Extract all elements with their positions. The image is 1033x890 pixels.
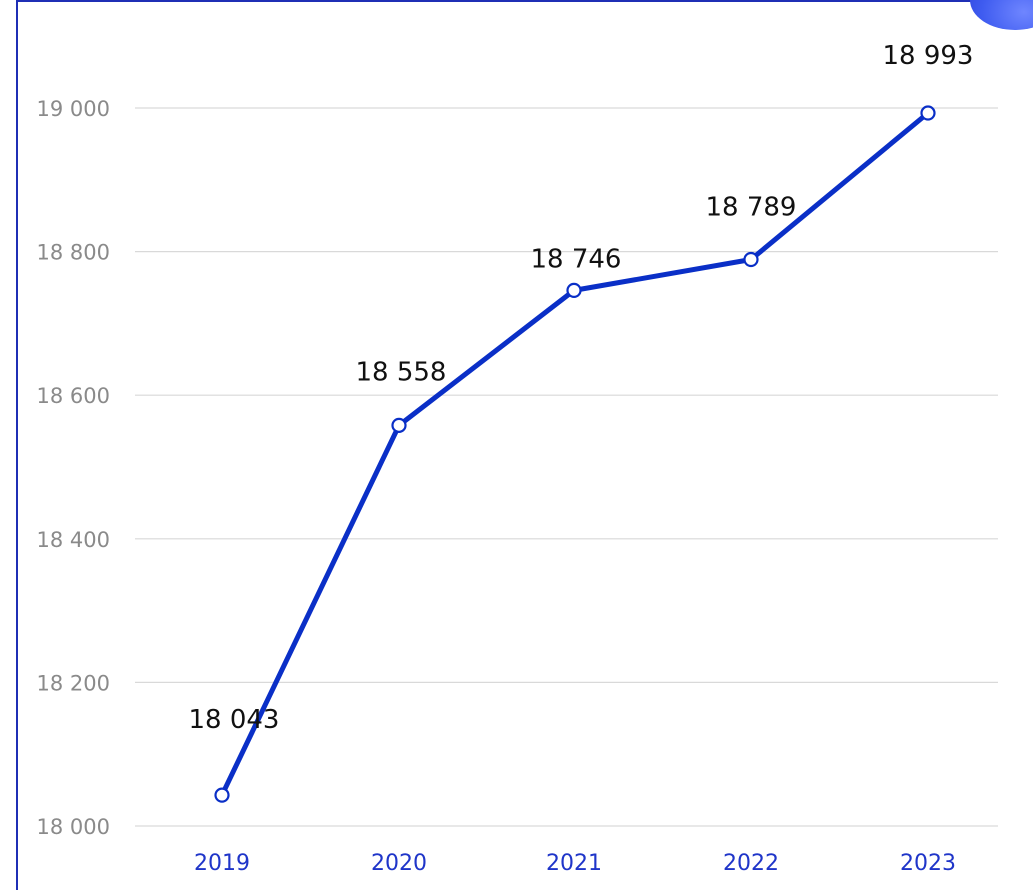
chart-frame [16,0,1033,890]
y-tick-label: 18 000 [37,815,110,839]
x-tick-label: 2019 [194,851,250,876]
y-tick-label: 18 400 [37,528,110,552]
data-point-2023 [920,105,936,121]
data-point-2020 [391,417,407,433]
y-tick-label: 18 200 [37,671,110,695]
data-point-2019 [214,787,230,803]
y-axis-ticks: 18 000 18 200 18 400 18 600 18 800 19 000 [37,97,110,839]
x-tick-label: 2022 [723,851,779,876]
x-tick-label: 2023 [900,851,956,876]
y-tick-label: 18 600 [37,384,110,408]
data-label-2023: 18 993 [883,41,974,71]
x-tick-label: 2020 [371,851,427,876]
grid-lines [135,107,998,827]
data-point-2022 [743,251,759,268]
data-label-2021: 18 746 [531,244,622,274]
series-line [219,110,931,798]
y-tick-label: 19 000 [37,97,110,121]
data-points [214,105,936,803]
x-axis-ticks: 2019 2020 2021 2022 2023 [194,851,956,876]
data-labels: 18 043 18 558 18 746 18 789 18 993 [189,41,974,735]
data-point-2021 [566,282,582,298]
data-label-2019: 18 043 [189,705,280,735]
data-label-2020: 18 558 [356,357,447,387]
x-tick-label: 2021 [546,851,602,876]
y-tick-label: 18 800 [37,241,110,265]
data-label-2022: 18 789 [706,192,797,222]
